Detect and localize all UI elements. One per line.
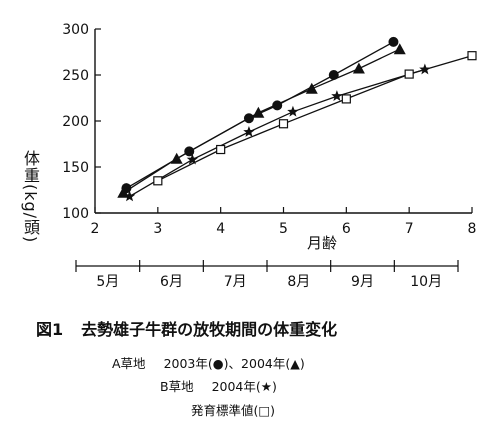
- data-point-square: [216, 144, 226, 155]
- data-point-square: [404, 69, 414, 79]
- chart-series: [117, 36, 477, 202]
- x-tick-label: 4: [216, 221, 225, 237]
- y-axis-label: 体重(kg/頭): [21, 150, 40, 244]
- data-point-star: [243, 126, 255, 137]
- month-label: 10月: [410, 274, 442, 290]
- chart-ticks: 100 150 200 250 300 2 3 4 5 6 7 8 月齢: [62, 22, 476, 252]
- caption-2-text: 2004年(★): [211, 379, 277, 394]
- data-point-star: [186, 153, 199, 165]
- data-point-star: [123, 190, 136, 202]
- y-tick-label: 100: [62, 206, 89, 222]
- data-point-square: [278, 119, 289, 129]
- x-tick-label: 6: [342, 221, 351, 237]
- data-point-square: [341, 94, 351, 104]
- data-point-star: [287, 105, 299, 117]
- caption-1-text: 2003年(●)、2004年(▲): [163, 356, 305, 371]
- y-tick-label: 200: [62, 114, 89, 130]
- data-point-star: [331, 90, 343, 102]
- data-point-circle: [388, 36, 399, 47]
- month-label: 9月: [351, 274, 374, 290]
- figure-number: 図1: [36, 320, 64, 339]
- caption-2-label: B草地: [160, 379, 194, 394]
- month-label: 7月: [224, 274, 247, 290]
- month-label: 8月: [287, 274, 310, 290]
- figure-title-text: 去勢雄子牛群の放牧期間の体重変化: [81, 320, 338, 339]
- series-line: [157, 55, 473, 182]
- y-tick-label: 300: [62, 22, 89, 38]
- caption-3-text: 発育標準値(□): [191, 403, 276, 418]
- data-point-triangle: [170, 152, 183, 164]
- series-3: [153, 51, 477, 186]
- data-point-circle: [328, 70, 339, 80]
- data-point-triangle: [252, 106, 265, 118]
- month-label: 6月: [160, 274, 183, 290]
- caption-line-1: A草地 2003年(●)、2004年(▲): [112, 353, 305, 372]
- x-tick-label: 7: [405, 221, 414, 237]
- data-point-square: [153, 176, 163, 186]
- month-timeline: 5月 6月 7月 8月 9月 10月: [75, 260, 459, 290]
- y-tick-label: 150: [62, 160, 89, 176]
- data-point-triangle: [305, 82, 318, 94]
- month-label: 5月: [96, 274, 119, 290]
- data-point-square: [467, 51, 477, 61]
- x-axis-label: 月齢: [307, 234, 337, 252]
- x-tick-label: 3: [153, 221, 162, 237]
- caption-1-label: A草地: [112, 356, 146, 371]
- figure-title: 図1 去勢雄子牛群の放牧期間の体重変化: [36, 316, 337, 340]
- series-line: [129, 68, 426, 197]
- x-tick-label: 8: [468, 221, 477, 237]
- x-tick-label: 2: [91, 221, 100, 237]
- caption-line-3: 発育標準値(□): [191, 400, 275, 419]
- y-tick-label: 250: [62, 68, 89, 84]
- x-tick-label: 5: [279, 221, 288, 237]
- series-1: [117, 43, 406, 198]
- caption-line-2: B草地 2004年(★): [160, 376, 277, 395]
- data-point-triangle: [393, 43, 406, 55]
- data-point-triangle: [352, 62, 365, 74]
- series-line: [122, 48, 400, 194]
